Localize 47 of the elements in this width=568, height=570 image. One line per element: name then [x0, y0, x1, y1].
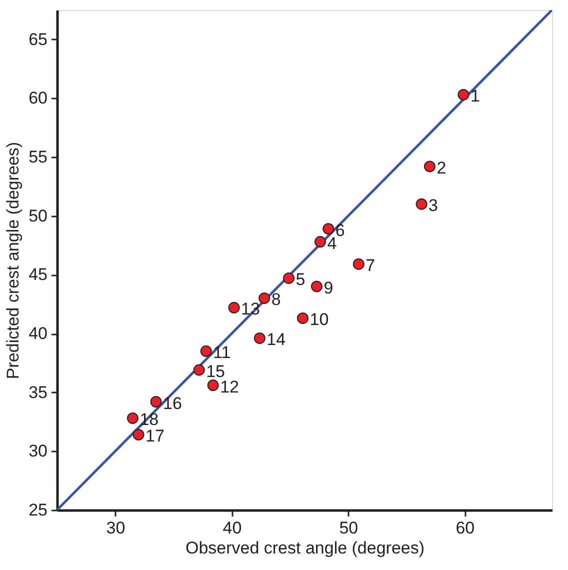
annotation: 16 [163, 394, 182, 413]
point [126, 412, 138, 424]
y-tick-label: 55 [28, 148, 48, 167]
y-tick-label: 50 [28, 206, 48, 226]
point [283, 272, 295, 284]
annotation: 7 [366, 256, 376, 276]
annotation: 17 [146, 426, 164, 446]
x-axis-title: Observed crest angle (degrees) [185, 538, 425, 558]
point [297, 312, 308, 324]
annotation: 4 [327, 234, 337, 253]
point [228, 302, 240, 314]
y-axis-title: Predicted crest angle (degrees) [4, 142, 23, 380]
annotation: 9 [324, 278, 334, 298]
annotation: 11 [213, 343, 231, 362]
annotation: 6 [335, 220, 345, 240]
point [193, 364, 205, 376]
annotation: 14 [266, 330, 286, 350]
y-tick-label: 40 [28, 324, 48, 344]
x-tick-label: 30 [106, 518, 126, 538]
x-tick-label: 60 [456, 518, 475, 538]
point [322, 223, 334, 235]
point [458, 88, 470, 100]
point [416, 198, 428, 210]
x-tick-label: 50 [339, 518, 358, 538]
point [132, 428, 144, 440]
annotation: 5 [296, 270, 306, 290]
point [424, 160, 436, 172]
point [207, 380, 219, 392]
annotation: 1 [470, 86, 480, 106]
annotation: 3 [428, 196, 438, 216]
y-tick-label: 35 [28, 382, 48, 402]
y-tick-label: 65 [28, 30, 48, 49]
point [258, 292, 270, 304]
y-tick-label: 25 [28, 500, 48, 520]
point [352, 258, 364, 270]
point [200, 345, 212, 357]
y-tick-label: 30 [28, 442, 48, 461]
point [254, 332, 266, 344]
annotation: 8 [271, 290, 281, 310]
x-tick-label: 40 [222, 518, 242, 538]
y-tick-label: 60 [28, 88, 48, 108]
y-tick-label: 45 [28, 265, 48, 284]
point [314, 236, 326, 248]
annotation: 10 [310, 310, 329, 330]
annotation: 2 [436, 158, 446, 178]
point [310, 280, 322, 292]
point [150, 396, 162, 408]
